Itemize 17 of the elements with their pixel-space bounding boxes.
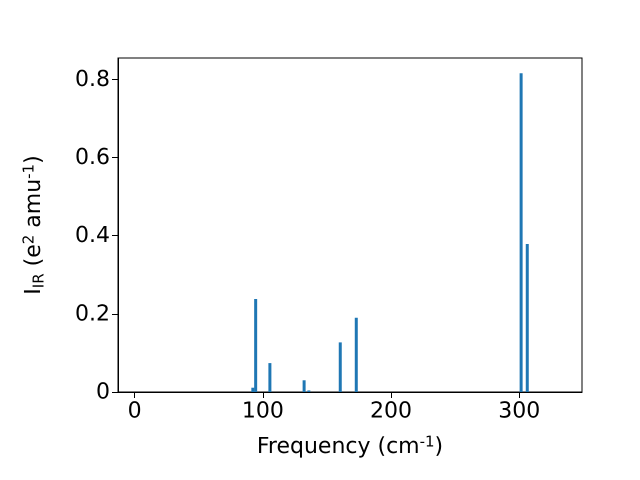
x-tick-label: 300 <box>498 398 540 424</box>
bar <box>526 244 529 392</box>
bar <box>254 299 258 392</box>
bar <box>520 73 523 392</box>
x-tick-label: 0 <box>128 398 142 424</box>
x-tick-label: 200 <box>370 398 412 424</box>
bar <box>268 363 272 392</box>
bar <box>338 342 342 392</box>
y-tick-label: 0.2 <box>75 301 110 326</box>
y-tick-label: 0 <box>96 380 110 404</box>
y-tick-label: 0.4 <box>75 223 110 248</box>
bar <box>302 380 306 392</box>
x-tick-label: 100 <box>242 398 284 424</box>
y-tick-label: 0.6 <box>75 145 110 170</box>
y-tick-label: 0.8 <box>75 66 110 92</box>
bar <box>354 318 358 392</box>
y-axis-title: IIR (e2 amu-1) <box>20 155 48 295</box>
